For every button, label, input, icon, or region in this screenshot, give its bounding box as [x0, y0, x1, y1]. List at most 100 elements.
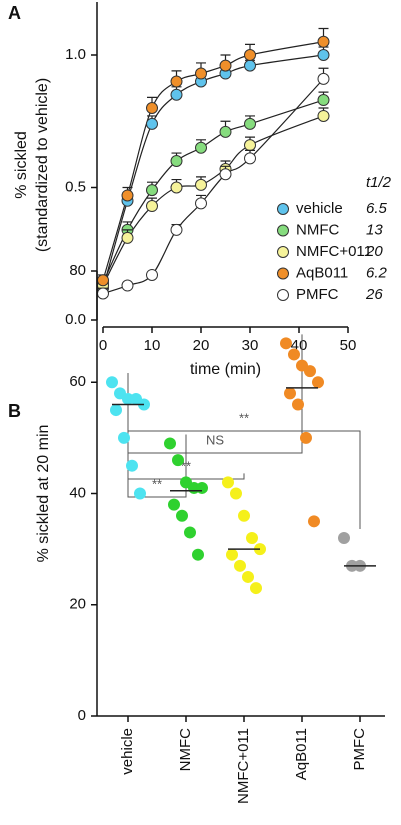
y-tick-label: 0.5	[65, 178, 86, 195]
legend-title: t1/2	[366, 174, 392, 191]
significance-label: **	[239, 410, 249, 425]
data-point	[195, 141, 207, 154]
data-point	[196, 481, 208, 494]
data-point	[170, 155, 183, 167]
legend-value: 20	[365, 243, 383, 260]
data-point	[242, 570, 254, 583]
data-point	[195, 178, 207, 191]
x-tick-label: PMFC	[351, 728, 368, 771]
data-point	[170, 223, 183, 236]
data-point	[226, 548, 238, 561]
data-point	[219, 125, 232, 138]
x-tick-label: 20	[193, 337, 210, 354]
data-point	[118, 431, 130, 444]
data-point	[250, 582, 262, 595]
data-point	[292, 398, 304, 411]
legend-marker	[277, 246, 289, 258]
data-point	[317, 109, 330, 122]
y-axis-label: % sickled at 20 min	[35, 425, 52, 563]
x-tick-label: 50	[340, 337, 357, 354]
data-point	[168, 498, 180, 511]
data-point	[146, 102, 158, 114]
legend-value: 13	[366, 221, 383, 238]
data-point	[222, 476, 234, 489]
significance-label: **	[152, 476, 162, 491]
data-point	[219, 59, 232, 72]
legend-marker	[277, 224, 289, 237]
data-point	[146, 117, 158, 130]
data-point	[284, 387, 296, 400]
y-tick-label: 80	[69, 262, 86, 279]
significance-bracket	[127, 373, 361, 529]
x-tick-label: 10	[144, 337, 161, 354]
legend-label: NMFC	[296, 221, 339, 238]
y-tick-label: 0.0	[65, 311, 86, 328]
y-axis-label: % sickled	[13, 131, 30, 199]
data-point	[238, 509, 250, 522]
data-point	[97, 274, 109, 287]
x-tick-label: 0	[99, 337, 107, 354]
fit-curve	[102, 54, 324, 289]
data-point	[146, 184, 158, 197]
data-point	[146, 268, 158, 281]
data-point	[230, 487, 242, 500]
y-tick-label: 20	[69, 596, 86, 613]
data-point	[176, 509, 188, 522]
significance-label: NS	[206, 432, 224, 447]
data-point	[164, 437, 176, 450]
data-point	[244, 139, 256, 152]
data-point	[219, 168, 232, 181]
legend-marker	[277, 289, 289, 301]
x-tick-label: 30	[242, 337, 259, 354]
data-point	[106, 376, 118, 389]
data-point	[317, 94, 330, 107]
data-point	[192, 548, 204, 561]
data-point	[244, 59, 256, 72]
x-tick-label: NMFC	[177, 728, 194, 771]
legend-marker	[277, 267, 289, 280]
data-point	[184, 526, 196, 539]
y-tick-label: 40	[69, 484, 86, 501]
y-axis-label: (standardized to vehicle)	[34, 78, 51, 252]
y-tick-label: 1.0	[65, 46, 86, 63]
data-point	[317, 35, 330, 48]
panel-label: B	[8, 401, 21, 421]
fit-curve	[102, 115, 324, 286]
data-point	[244, 152, 256, 165]
data-point	[280, 337, 292, 350]
legend-label: PMFC	[296, 286, 339, 303]
data-point	[121, 231, 134, 244]
data-point	[300, 431, 312, 444]
data-point	[195, 197, 207, 210]
data-point	[170, 181, 183, 194]
data-point	[304, 365, 316, 378]
data-point	[170, 88, 183, 101]
data-point	[146, 200, 158, 213]
y-tick-label: 0	[78, 707, 86, 724]
data-point	[317, 72, 330, 85]
legend-marker	[277, 203, 289, 215]
data-point	[172, 454, 184, 467]
legend-value: 26	[365, 286, 383, 303]
legend-value: 6.5	[366, 200, 388, 217]
data-point	[97, 287, 109, 300]
data-point	[244, 49, 256, 61]
data-point	[244, 117, 256, 130]
legend-label: vehicle	[296, 200, 343, 217]
data-point	[312, 376, 324, 389]
data-point	[308, 515, 320, 528]
fit-curve	[102, 99, 324, 284]
legend-value: 6.2	[366, 264, 388, 281]
data-point	[317, 49, 330, 61]
data-point	[134, 487, 146, 500]
data-point	[121, 279, 134, 292]
data-point	[126, 459, 138, 472]
data-point	[110, 404, 122, 417]
panel-label: A	[8, 3, 21, 23]
legend-label: AqB011	[296, 264, 348, 281]
x-tick-label: AqB011	[293, 728, 310, 780]
data-point	[195, 67, 207, 80]
data-point	[170, 75, 183, 88]
significance-label: **	[181, 458, 191, 473]
data-point	[234, 559, 246, 572]
